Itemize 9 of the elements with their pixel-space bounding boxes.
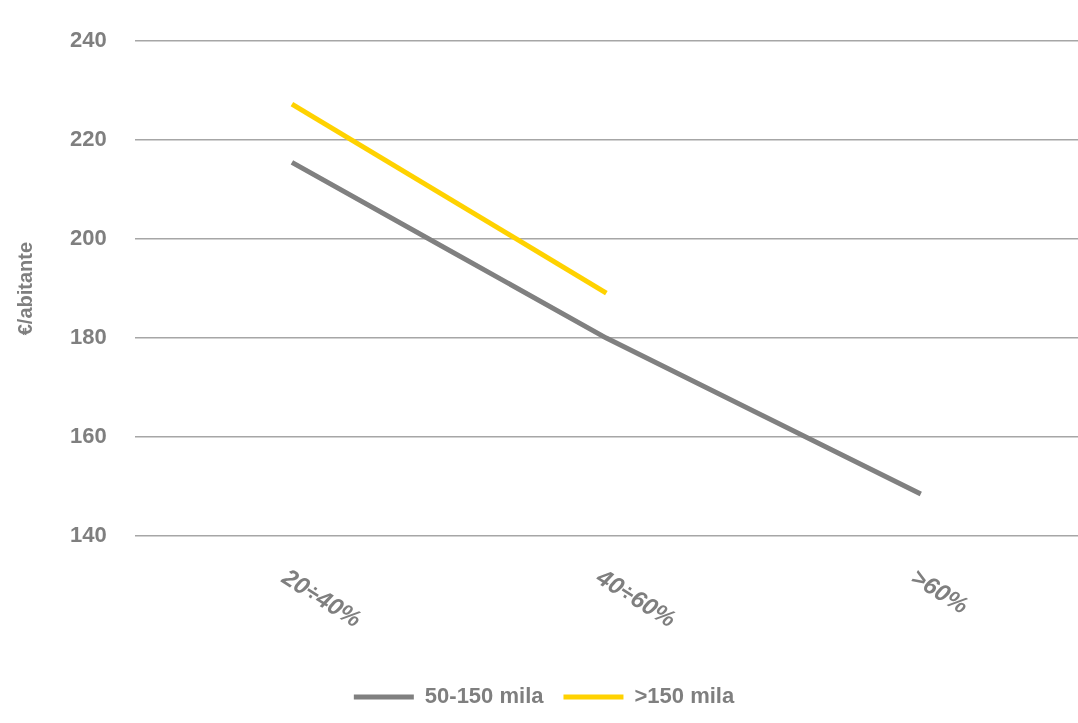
y-tick-label: 240: [69, 27, 107, 53]
y-tick-label: 140: [69, 522, 107, 548]
y-tick-label: 200: [69, 225, 107, 251]
y-tick-label: 180: [69, 324, 107, 350]
y-tick-label: 220: [69, 126, 107, 152]
y-axis-title: €/abitante: [13, 241, 36, 336]
y-tick-label: 160: [69, 423, 107, 449]
legend-label: >150 mila: [634, 683, 735, 709]
legend-label: 50-150 mila: [424, 683, 545, 709]
